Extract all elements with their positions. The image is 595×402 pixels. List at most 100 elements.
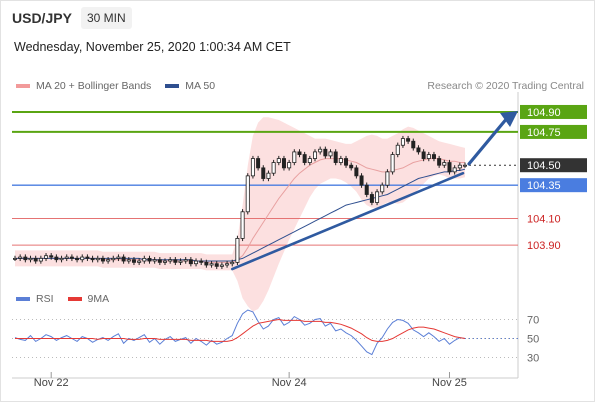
- price-legend: MA 20 + Bollinger Bands MA 50: [16, 80, 215, 92]
- level-box-2: [520, 158, 587, 173]
- rsi-line: [14, 309, 466, 356]
- candle-body-40: [219, 264, 224, 267]
- level-label-4: 104.10: [527, 213, 561, 225]
- candle-body-70: [375, 191, 380, 203]
- candle-body-59: [318, 148, 323, 153]
- candle-body-62: [333, 151, 338, 163]
- level-label-5: 103.90: [527, 240, 561, 252]
- ma20-legend-swatch: [16, 84, 30, 88]
- candle-body-52: [281, 158, 286, 169]
- candle-body-49: [266, 172, 271, 179]
- timestamp: Wednesday, November 25, 2020 1:00:34 AM …: [14, 40, 291, 54]
- candle-body-28: [157, 259, 162, 263]
- x-tick-label-2: Nov 25: [432, 377, 467, 389]
- candle-body-25: [142, 257, 147, 262]
- candle-body-7: [49, 255, 54, 258]
- candle-body-67: [359, 175, 364, 186]
- candle-body-82: [437, 158, 442, 166]
- candle-body-38: [209, 263, 214, 266]
- candle-body-12: [75, 257, 80, 261]
- candle-body-64: [344, 158, 349, 166]
- candle-body-35: [194, 260, 199, 265]
- ma20-legend-label: MA 20 + Bollinger Bands: [36, 80, 152, 92]
- level-box-1: [520, 124, 587, 139]
- candle-body-50: [271, 162, 276, 174]
- copyright: Research © 2020 Trading Central: [427, 80, 584, 92]
- candle-body-4: [33, 257, 38, 262]
- symbol-title: USD/JPY: [12, 10, 72, 26]
- candle-body-80: [426, 154, 431, 159]
- candle-body-53: [287, 162, 292, 169]
- candle-body-58: [312, 151, 317, 159]
- candle-body-11: [69, 256, 74, 259]
- candle-body-20: [116, 256, 121, 259]
- candle-body-63: [338, 158, 343, 163]
- candle-body-39: [214, 263, 219, 267]
- candle-body-66: [354, 167, 359, 177]
- candle-body-22: [126, 259, 131, 262]
- candle-body-71: [380, 184, 385, 193]
- rsi-legend-label: RSI: [36, 293, 54, 305]
- candle-body-57: [307, 158, 312, 163]
- candle-body-26: [147, 257, 152, 262]
- candle-body-72: [385, 171, 390, 186]
- candle-body-37: [204, 261, 209, 266]
- candle-body-29: [162, 260, 167, 263]
- candle-body-21: [121, 256, 126, 262]
- candle-body-75: [400, 138, 405, 146]
- candle-body-85: [452, 167, 457, 173]
- rsi-ma-legend-label: 9MA: [87, 293, 110, 305]
- candle-body-61: [328, 151, 333, 157]
- candle-body-24: [137, 260, 142, 263]
- candle-body-9: [59, 257, 64, 261]
- level-box-3: [520, 178, 587, 193]
- ma50-legend-swatch: [165, 84, 180, 88]
- candle-body-32: [178, 260, 183, 263]
- level-label-2: 104.50: [527, 160, 561, 172]
- candle-body-30: [168, 259, 173, 262]
- candle-body-56: [302, 154, 307, 163]
- x-tick-label-0: Nov 22: [34, 377, 69, 389]
- ma50-legend-label: MA 50: [185, 80, 216, 92]
- candle-body-84: [447, 162, 452, 173]
- ma50-line: [15, 168, 466, 262]
- candle-body-76: [406, 138, 411, 142]
- candle-body-69: [369, 194, 374, 203]
- candle-body-68: [364, 184, 369, 195]
- candle-body-45: [245, 175, 250, 213]
- candle-body-16: [95, 257, 100, 261]
- level-box-0: [520, 104, 587, 119]
- candle-body-54: [292, 151, 297, 163]
- candle-body-42: [230, 261, 235, 265]
- x-tick-label-1: Nov 24: [272, 377, 307, 389]
- candle-body-17: [100, 257, 105, 262]
- candle-body-33: [183, 259, 188, 262]
- candle-body-78: [416, 147, 421, 153]
- rsi-ma-legend-swatch: [67, 297, 82, 301]
- candle-body-1: [18, 256, 23, 259]
- candle-body-19: [111, 257, 116, 261]
- candle-body-87: [462, 164, 467, 167]
- candle-body-18: [106, 259, 111, 262]
- candle-body-60: [323, 148, 328, 157]
- candle-body-6: [44, 255, 49, 259]
- candle-body-79: [421, 151, 426, 159]
- trend-line: [230, 171, 465, 271]
- candle-body-86: [457, 164, 462, 169]
- candle-body-31: [173, 259, 178, 263]
- rsi-tick-30: 30: [527, 353, 539, 365]
- interval-badge[interactable]: 30 MIN: [81, 7, 132, 29]
- level-label-0: 104.90: [527, 107, 561, 119]
- projection-arrow-head: [500, 110, 518, 127]
- rsi-tick-70: 70: [527, 315, 539, 327]
- candle-body-36: [199, 260, 204, 263]
- candle-body-43: [235, 238, 240, 263]
- candle-body-15: [90, 257, 95, 261]
- level-label-3: 104.35: [527, 180, 561, 192]
- candle-body-5: [38, 257, 43, 262]
- candle-body-81: [431, 154, 436, 159]
- candle-body-23: [131, 259, 136, 263]
- candle-body-13: [80, 256, 85, 261]
- candle-body-83: [442, 162, 447, 166]
